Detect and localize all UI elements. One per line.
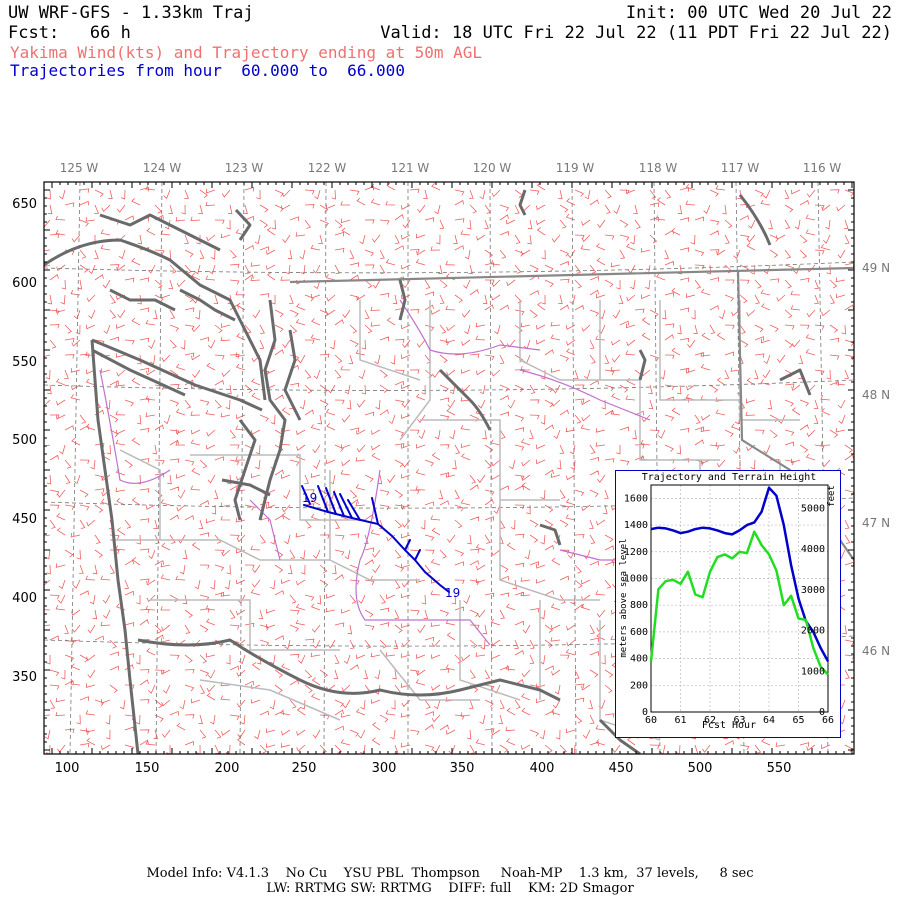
y-tick-label: 650 (12, 197, 37, 212)
inset-series (649, 486, 830, 676)
model-info-line1: Model Info: V4.1.3 No Cu YSU PBL Thompso… (146, 866, 754, 881)
longitude-label: 117 W (721, 161, 760, 175)
x-tick-label: 250 (292, 761, 317, 776)
inset-y-tick-label: 600 (630, 627, 648, 638)
inset-y-right-tick-label: 5000 (801, 504, 825, 515)
frame-tick-marks (44, 182, 854, 754)
longitude-label: 120 W (473, 161, 512, 175)
latitude-label: 49 N (862, 261, 890, 275)
field-description: Yakima Wind(kts) and Trajectory ending a… (10, 43, 483, 62)
inset-x-label: Fcst Hour (702, 720, 756, 731)
inset-y-right-tick-label: 1000 (801, 666, 825, 677)
inset-tick-labels: 60 61 62 63 64 65 6602004006008001000120014001… (624, 493, 834, 726)
y-tick-label: 450 (12, 512, 37, 527)
inset-series-terrain (649, 530, 829, 676)
inset-y-tick-label: 0 (642, 707, 648, 718)
longitude-label: 122 W (308, 161, 347, 175)
valid-time: Valid: 18 UTC Fri 22 Jul 22 (11 PDT Fri … (380, 23, 892, 43)
inset-x-tick-label: 64 (763, 715, 775, 726)
longitude-label: 123 W (225, 161, 264, 175)
inset-y-label-right: feet (827, 485, 837, 507)
inset-y-tick-label: 1200 (624, 547, 648, 558)
y-tick-label: 500 (12, 433, 37, 448)
inset-y-tick-label: 800 (630, 600, 648, 611)
inset-grid (650, 485, 829, 713)
x-tick-label: 500 (688, 761, 713, 776)
latitude-labels: 49 N 48 N 47 N 46 N (862, 261, 890, 658)
inset-y-label: meters above sea level (619, 538, 629, 657)
latitude-label: 48 N (862, 388, 890, 402)
inset-x-tick-label: 62 (704, 715, 716, 726)
x-axis-labels: 100 150 200 250 300 350 400 450 500 550 (55, 761, 792, 776)
inset-chart: 60 61 62 63 64 65 6602004006008001000120014001… (619, 484, 837, 731)
inset-y-right-tick-label: 3000 (801, 585, 825, 596)
map-frame (43, 181, 855, 755)
trajectory-start-label: 19 (302, 491, 317, 505)
x-tick-label: 150 (135, 761, 160, 776)
inset-x-tick-label: 66 (822, 715, 834, 726)
inset-y-tick-label: 400 (630, 654, 648, 665)
latitude-label: 47 N (862, 516, 890, 530)
x-tick-label: 350 (450, 761, 475, 776)
inset-series-trajectory (650, 486, 830, 662)
inset-y-tick-label: 200 (630, 680, 648, 691)
y-tick-label: 600 (12, 276, 37, 291)
inset-y-right-tick-label: 4000 (801, 544, 825, 555)
rivers (99, 299, 651, 646)
trajectory-path (301, 485, 450, 593)
frame-ticks (44, 182, 854, 754)
product-title: UW WRF-GFS - 1.33km Traj (8, 3, 254, 23)
inset-x-tick-label: 61 (674, 715, 686, 726)
trajectory-terrain-inset: 60 61 62 63 64 65 66 0 200 400 600 800 1000 1200 1400 1… (615, 470, 841, 738)
model-info-line2: LW: RRTMG SW: RRTMG DIFF: full KM: 2D Sm… (266, 881, 634, 896)
y-tick-label: 400 (12, 591, 37, 606)
init-time: Init: 00 UTC Wed 20 Jul 22 (625, 3, 892, 23)
longitude-label: 119 W (556, 161, 595, 175)
x-tick-label: 300 (372, 761, 397, 776)
inset-y-right-tick-label: 0 (819, 707, 825, 718)
inset-y-tick-label: 1000 (624, 573, 648, 584)
coastline (44, 189, 812, 754)
inset-y-right-tick-label: 2000 (801, 626, 825, 637)
x-tick-label: 200 (215, 761, 240, 776)
x-tick-label: 450 (609, 761, 634, 776)
longitude-label: 118 W (639, 161, 678, 175)
x-tick-label: 400 (530, 761, 555, 776)
longitude-label: 125 W (60, 161, 99, 175)
inset-x-tick-label: 65 (792, 715, 804, 726)
y-tick-label: 550 (12, 355, 37, 370)
y-axis-labels: 650 600 550 500 450 400 350 (12, 197, 37, 685)
longitude-labels: 125 W 124 W 123 W 122 W 121 W 120 W 119 … (60, 161, 842, 175)
inset-x-tick-label: 60 (645, 715, 657, 726)
inset-y-tick-label: 1600 (624, 493, 648, 504)
latitude-label: 46 N (862, 644, 890, 658)
x-tick-label: 550 (767, 761, 792, 776)
inset-x-tick-label: 63 (733, 715, 745, 726)
x-tick-label: 100 (55, 761, 80, 776)
trajectory-end-label: 19 (445, 586, 460, 600)
longitude-label: 121 W (391, 161, 430, 175)
inset-y-tick-label: 1400 (624, 520, 648, 531)
county-borders (110, 300, 840, 741)
y-tick-label: 350 (12, 670, 37, 685)
inset-title: Trajectory and Terrain Height (641, 472, 817, 483)
forecast-hour: Fcst: 66 h (8, 23, 131, 43)
longitude-label: 116 W (803, 161, 842, 175)
longitude-label: 124 W (143, 161, 182, 175)
inset-plot-frame (650, 484, 829, 713)
trajectory-range: Trajectories from hour 60.000 to 66.000 (10, 61, 405, 80)
